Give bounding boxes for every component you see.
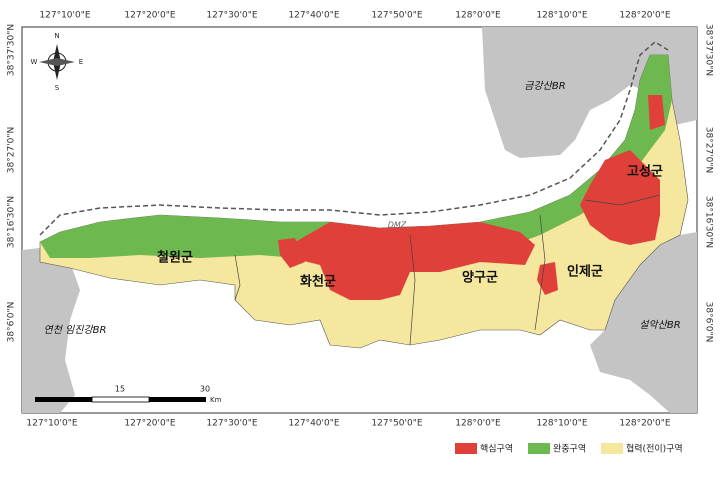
reserve-label: 설악산BR	[639, 319, 680, 331]
compass-letter: W	[31, 58, 38, 66]
compass	[39, 44, 75, 80]
legend-label: 완충구역	[553, 444, 586, 455]
axis-label: 127°40'0"E	[288, 419, 339, 429]
region-label: 화천군	[300, 274, 336, 290]
axis-label: 127°50'0"E	[371, 11, 422, 21]
core-zone	[580, 150, 660, 245]
core-zone	[290, 222, 535, 300]
legend-swatch	[455, 443, 477, 454]
scale-label: 15	[115, 385, 125, 394]
axis-label: 38°37'30"N	[7, 24, 17, 76]
region-label: 고성군	[627, 165, 663, 180]
axis-label: 128°0'0"E	[455, 419, 501, 429]
axis-label: 127°50'0"E	[371, 419, 422, 429]
region-label: 철원군	[157, 250, 193, 266]
county-border	[409, 234, 416, 346]
axis-label: 128°10'0"E	[536, 419, 587, 429]
legend-label: 협력(전이)구역	[626, 443, 683, 455]
axis-label: 127°30'0"E	[206, 419, 257, 429]
axis-label: 38°27'0"N	[7, 127, 17, 173]
buffer-zone	[40, 55, 672, 260]
legend-swatch	[601, 443, 623, 454]
axis-label: 38°6'0"N	[7, 302, 17, 343]
reserve-area	[22, 248, 80, 413]
axis-label: 127°40'0"E	[288, 11, 339, 21]
axis-label: 127°20'0"E	[124, 419, 175, 429]
axis-label: 127°20'0"E	[124, 11, 175, 21]
reserve-area	[482, 27, 697, 158]
core-zone	[648, 95, 665, 130]
county-border	[584, 194, 661, 206]
axis-label: 38°16'30"N	[704, 196, 714, 248]
scale-bar	[35, 396, 206, 403]
axis-label: 38°37'30"N	[704, 24, 714, 76]
axis-label: 127°10'0"E	[26, 419, 77, 429]
region-label: 양구군	[462, 271, 498, 286]
compass-letter: N	[54, 32, 59, 40]
core-zone	[278, 238, 305, 268]
axis-label: 38°16'30"N	[7, 196, 17, 248]
region-label: 인제군	[567, 264, 603, 280]
dmz-label: DMZ	[388, 221, 407, 230]
dmz-line	[39, 41, 669, 236]
county-border	[534, 214, 546, 331]
scale-unit: Km	[210, 396, 222, 404]
reserve-label: 금강산BR	[524, 80, 565, 92]
axis-label: 128°0'0"E	[455, 11, 501, 21]
axis-label: 128°10'0"E	[536, 11, 587, 21]
county-border	[234, 254, 241, 301]
axis-label: 127°10'0"E	[39, 11, 90, 21]
reserve-area	[590, 232, 697, 413]
axis-label: 127°30'0"E	[206, 11, 257, 21]
axis-label: 38°27'0"N	[704, 127, 714, 173]
reserve-label: 연천 임진강BR	[44, 324, 107, 336]
axis-label: 38°6'0"N	[704, 302, 714, 343]
axis-label: 128°20'0"E	[619, 419, 670, 429]
core-zone	[537, 262, 558, 295]
compass-letter: S	[55, 84, 60, 92]
compass-letter: E	[79, 58, 83, 66]
scale-label: 30	[200, 385, 210, 394]
axis-label: 128°20'0"E	[619, 11, 670, 21]
legend-label: 핵심구역	[480, 443, 513, 455]
legend-swatch	[528, 443, 550, 454]
